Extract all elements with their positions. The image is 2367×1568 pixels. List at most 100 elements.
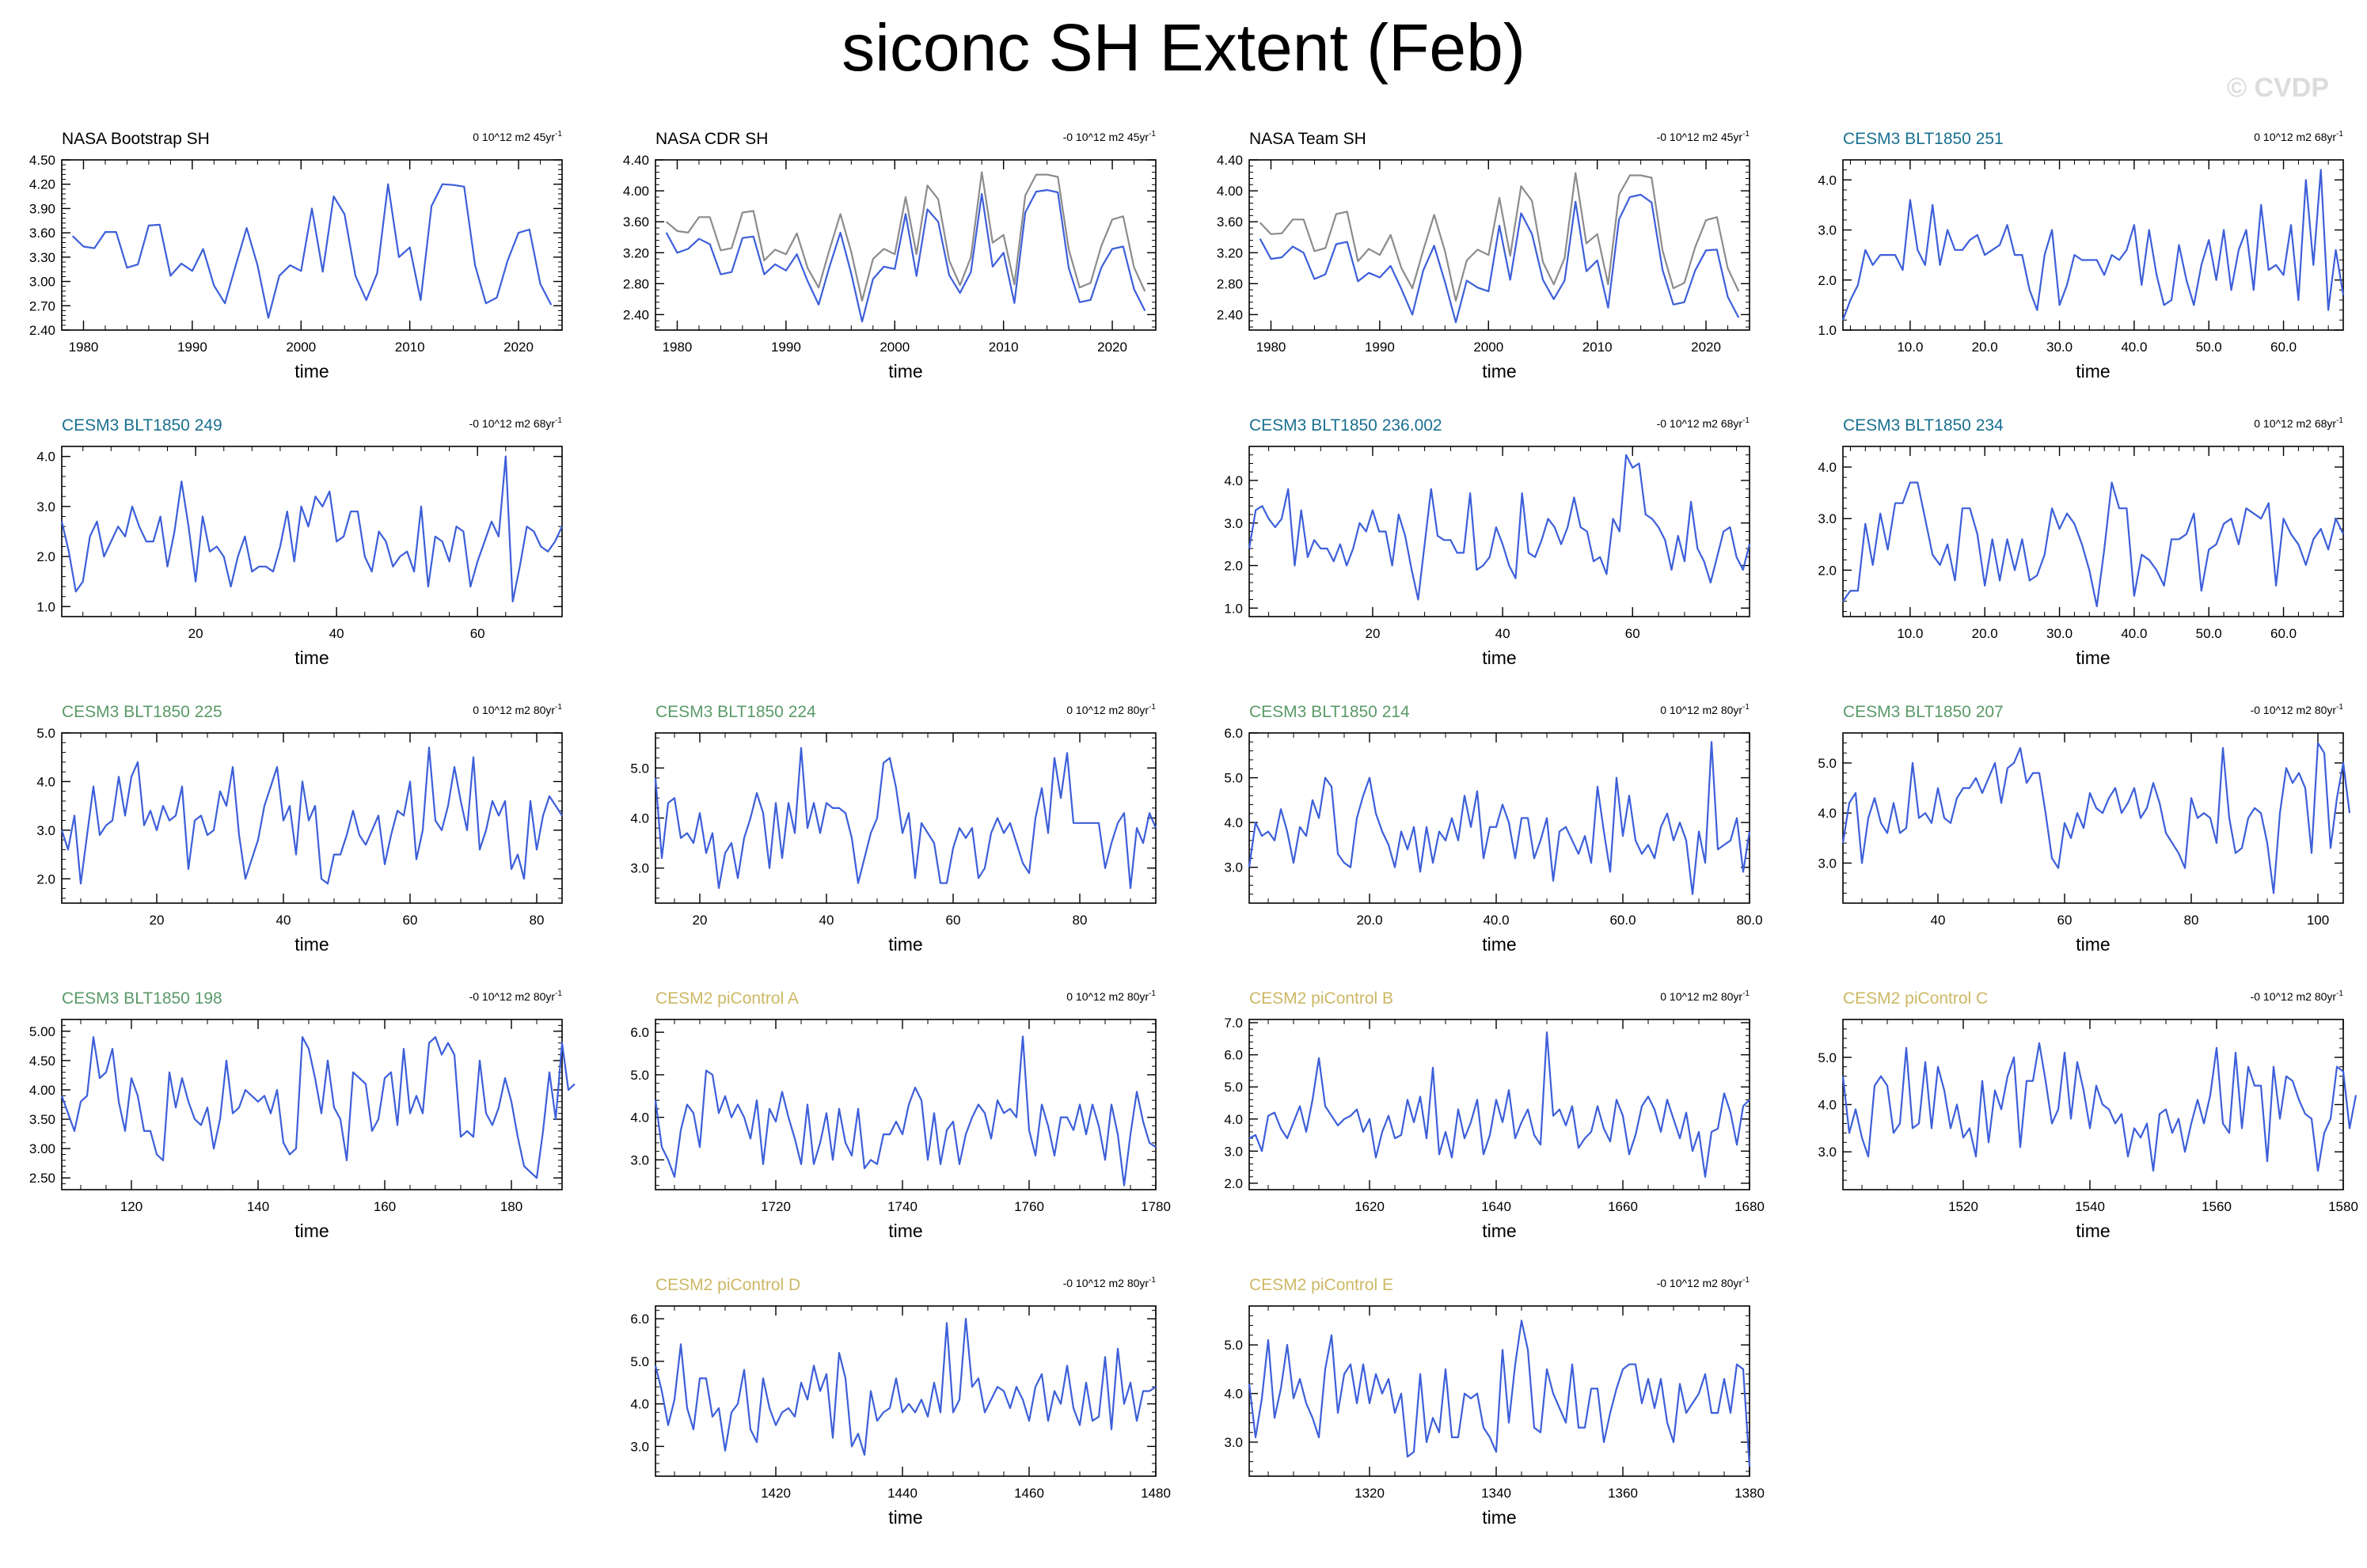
plot-frame [61,159,563,331]
x-tick-label: 20 [150,913,165,928]
panel-units: -0 10^12 m2 68yr-1 [469,416,563,430]
panel-units: -0 10^12 m2 80yr-1 [2251,703,2344,716]
y-tick-label: 5.0 [630,1354,649,1369]
panel-units: 0 10^12 m2 80yr-1 [1660,703,1750,716]
y-tick-label: 2.0 [1224,559,1243,574]
series-line [71,183,553,319]
y-tick-label: 3.0 [36,823,55,838]
panel-units: -0 10^12 m2 80yr-1 [1657,1276,1750,1289]
y-tick-label: 4.0 [36,774,55,789]
y-tick-label: 2.80 [1217,276,1243,291]
units-superscript: -1 [1149,703,1156,712]
y-tick-label: 3.0 [1818,856,1837,871]
panel-title: NASA Team SH [1249,130,1366,148]
chart-panel: 1420 1440 1460 1480 3.0 4.0 5.0 6.0 CESM2 piCont… [630,1276,1171,1528]
plot-frame [655,1305,1157,1477]
x-tick-label: 1760 [1014,1199,1044,1214]
y-tick-label: 2.80 [623,276,649,291]
chart-panel: 1520 1540 1560 1580 3.0 4.0 5.0 CESM2 piControl… [1818,989,2358,1241]
y-tick-label: 6.0 [630,1312,649,1327]
x-tick-label: 100 [2307,913,2329,928]
series-line [1248,454,1751,601]
y-tick-label: 2.0 [36,871,55,887]
x-tick-label: 2010 [395,340,425,355]
y-tick-label: 4.50 [29,1054,55,1069]
y-tick-label: 4.0 [1818,806,1837,821]
y-tick-label: 7.0 [1224,1016,1243,1031]
x-axis-label: time [294,1221,329,1241]
x-tick-label: 60 [2057,913,2073,928]
x-axis-label: time [888,1221,922,1241]
y-tick-label: 3.20 [1217,245,1243,260]
x-tick-label: 1360 [1608,1486,1638,1501]
x-tick-label: 2010 [1582,340,1613,355]
x-tick-label: 1620 [1354,1199,1385,1214]
x-axis-label: time [294,934,329,955]
x-tick-label: 20.0 [1356,913,1382,928]
y-tick-label: 4.0 [630,1397,649,1412]
x-tick-label: 80 [1073,913,1088,928]
series-line [654,746,1157,890]
chart-panel: 120 140 160 180 2.50 3.00 3.50 4.00 4.50 5.00 CESM… [29,989,576,1241]
plot-frame [1248,446,1750,617]
y-tick-label: 5.00 [29,1024,55,1039]
chart-panel: 40 60 80 100 3.0 4.0 5.0 CESM3 BLT1850 207 -0 10… [1818,703,2351,955]
x-tick-label: 20.0 [1972,340,1998,355]
panel-units: 0 10^12 m2 80yr-1 [473,703,562,716]
units-superscript: -1 [2336,703,2343,712]
x-tick-label: 40.0 [2121,340,2147,355]
y-tick-label: 4.0 [1224,1387,1243,1402]
x-tick-label: 1640 [1481,1199,1511,1214]
x-tick-label: 1380 [1734,1486,1765,1501]
x-tick-label: 1340 [1481,1486,1511,1501]
y-tick-label: 3.50 [29,1112,55,1127]
x-tick-label: 20.0 [1972,626,1998,641]
y-tick-label: 3.0 [1818,511,1837,526]
chart-panel: 1980 1990 2000 2010 2020 2.40 2.70 3.00 3.30 3.60… [29,130,563,382]
y-tick-label: 3.0 [1818,223,1837,238]
series-line [60,455,563,603]
series-line [60,1036,576,1179]
x-axis-label: time [294,647,329,668]
plot-frame [61,732,563,904]
x-tick-label: 160 [374,1199,396,1214]
y-tick-label: 3.0 [1224,860,1243,875]
x-tick-label: 1780 [1141,1199,1171,1214]
x-tick-label: 20 [188,626,203,641]
x-tick-label: 60 [946,913,961,928]
x-tick-label: 60 [470,626,485,641]
x-axis-label: time [2076,1221,2110,1241]
panel-title: CESM3 BLT1850 214 [1249,703,1410,721]
x-tick-label: 30.0 [2046,626,2073,641]
y-tick-label: 4.40 [1217,153,1243,168]
series-line [1842,481,2344,608]
watermark: © CVDP [2227,73,2329,103]
x-tick-label: 40 [1931,913,1946,928]
x-axis-label: time [294,361,329,382]
units-superscript: -1 [555,416,562,425]
plot-frame [61,446,563,617]
y-tick-label: 3.0 [36,499,55,514]
x-tick-label: 140 [247,1199,269,1214]
y-tick-label: 3.60 [29,226,55,241]
x-tick-label: 1520 [1948,1199,1978,1214]
units-superscript: -1 [2336,416,2343,425]
y-tick-label: 2.40 [29,323,55,338]
series-line [654,1035,1157,1186]
x-tick-label: 1980 [1256,340,1286,355]
y-tick-label: 5.0 [1224,1080,1243,1095]
plot-frame [1248,732,1750,904]
series-line [654,1317,1157,1456]
chart-panel: 20 40 60 80 2.0 3.0 4.0 5.0 CESM3 BLT1850 225 0 1… [36,703,563,955]
x-tick-label: 60.0 [2270,340,2297,355]
panel-title: CESM3 BLT1850 198 [62,989,222,1008]
y-tick-label: 4.00 [29,1083,55,1098]
x-tick-label: 1740 [887,1199,918,1214]
y-tick-label: 2.0 [1224,1176,1243,1191]
panel-units: 0 10^12 m2 45yr-1 [473,130,562,143]
series-line [665,189,1146,323]
x-axis-label: time [1482,647,1516,668]
series-line [1841,1042,2358,1172]
panel-title: CESM2 piControl D [655,1276,800,1294]
x-tick-label: 120 [120,1199,142,1214]
